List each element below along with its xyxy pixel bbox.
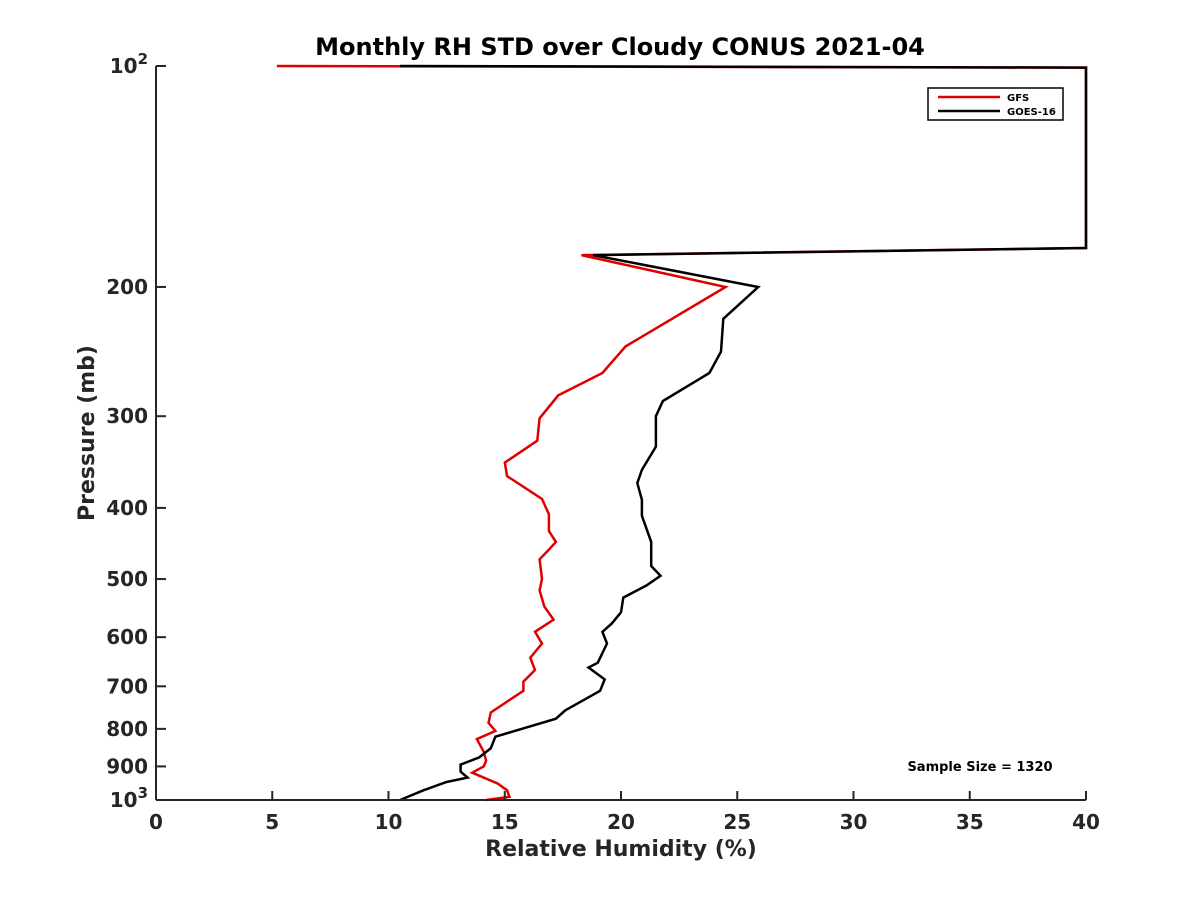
series-line-gfs	[276, 64, 1088, 802]
x-tick-label: 30	[840, 810, 868, 834]
legend-label-goes16: GOES-16	[1007, 107, 1056, 118]
y-tick-label: 200	[106, 275, 148, 299]
y-tick-label: 600	[106, 625, 148, 649]
x-tick-label: 35	[956, 810, 984, 834]
x-ticks: 0 5 10 15 20 25 30 35 40	[149, 791, 1100, 834]
y-tick-label: 700	[106, 674, 148, 698]
x-tick-label: 0	[149, 810, 163, 834]
y-ticks: 102 200 300 400 500 600 700 800 900 103	[106, 50, 166, 812]
x-tick-label: 40	[1072, 810, 1100, 834]
y-axis-title: Pressure (mb)	[75, 345, 100, 521]
legend: GFS GOES-16	[927, 87, 1064, 121]
plot-lines	[276, 64, 1088, 802]
y-tick-label: 103	[110, 784, 148, 812]
x-tick-label: 10	[375, 810, 403, 834]
x-tick-label: 5	[265, 810, 279, 834]
y-tick-label: 400	[106, 496, 148, 520]
x-tick-label: 20	[607, 810, 635, 834]
x-axis-title: Relative Humidity (%)	[485, 837, 757, 862]
x-tick-label: 15	[491, 810, 519, 834]
y-tick-label: 500	[106, 567, 148, 591]
legend-box	[927, 87, 1064, 121]
y-tick-label: 102	[110, 50, 148, 78]
chart-title: Monthly RH STD over Cloudy CONUS 2021-04	[315, 33, 925, 61]
x-tick-label: 25	[723, 810, 751, 834]
sample-size-annotation: Sample Size = 1320	[907, 760, 1052, 775]
y-tick-label: 300	[106, 404, 148, 428]
y-tick-label: 900	[106, 754, 148, 778]
y-tick-label: 800	[106, 717, 148, 741]
series-line-goes16	[399, 64, 1088, 802]
legend-label-gfs: GFS	[1007, 93, 1029, 104]
